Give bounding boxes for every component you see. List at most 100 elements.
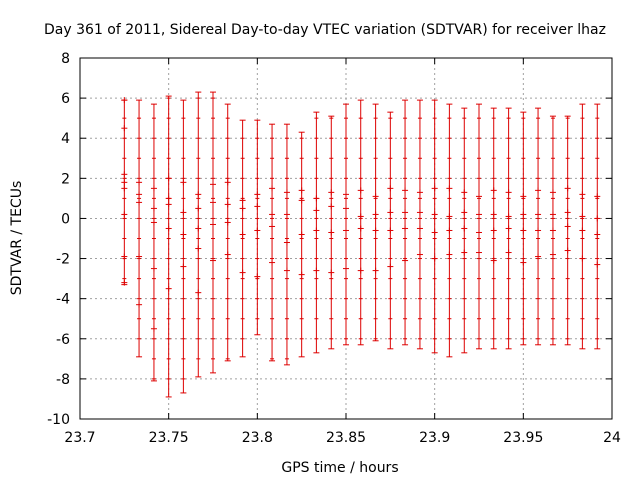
data-point [594,261,601,268]
data-point [136,199,143,206]
data-point [535,227,542,234]
data-point [520,227,527,234]
data-point [195,289,202,296]
data-point [328,189,335,196]
chart-title: Day 361 of 2011, Sidereal Day-to-day VTE… [44,22,606,38]
data-point [121,125,128,132]
data-point [431,229,438,236]
data-point [343,227,349,234]
data-point [239,269,246,276]
data-point [136,301,143,308]
data-point [269,211,276,218]
data-point [446,185,453,192]
data-point [254,227,261,234]
data-point [328,229,335,236]
data-point [549,189,556,196]
y-tick-label: 0 [61,211,70,227]
data-point [224,201,231,208]
data-point [136,253,143,260]
data-point [446,213,453,220]
data-point [269,185,276,192]
data-point [343,205,349,212]
data-point [313,267,320,274]
data-point [579,227,586,234]
data-point [224,179,231,186]
data-point [180,179,187,186]
data-point [476,211,482,218]
data-point [505,213,512,220]
data-point [535,253,542,260]
data-point [372,211,379,218]
data-point [505,225,512,232]
data-point [461,225,468,232]
data-point [298,197,305,204]
data-point [224,219,231,226]
data-point [416,225,423,232]
data-point [357,225,364,232]
data-point [165,225,172,232]
data-point [490,187,497,194]
data-point [476,249,482,256]
data-point [165,201,172,208]
data-point [372,267,379,274]
data-point [357,213,364,220]
data-point [446,251,453,258]
data-point [283,211,290,218]
data-point [180,231,187,238]
data-point [476,193,482,200]
data-point [387,227,394,234]
data-point [402,187,409,194]
data-point [165,175,172,182]
data-point [269,223,276,230]
x-tick-label: 23.85 [326,430,366,446]
x-tick-label: 23.95 [503,430,543,446]
data-point [416,251,423,258]
data-point [505,249,512,256]
data-point [505,189,512,196]
data-point [150,185,157,192]
x-tick-label: 23.75 [149,430,189,446]
data-point [121,279,128,286]
data-point [328,203,335,210]
y-tick-label: 2 [61,171,70,187]
data-point [210,199,216,206]
data-point [564,223,571,230]
data-point [313,207,320,214]
data-point [520,211,527,218]
data-point [195,205,202,212]
x-tick-label: 23.9 [419,430,450,446]
data-point [594,215,601,222]
data-point [476,229,482,236]
data-point [549,227,556,234]
data-point [165,285,172,292]
data-point [121,97,128,104]
data-point [313,227,320,234]
data-point [136,179,143,186]
data-point [224,251,231,258]
data-point [357,267,364,274]
data-point [402,209,409,216]
data-point [520,193,527,200]
data-point [446,227,453,234]
data-point [254,191,261,198]
data-point [461,189,468,196]
data-point [387,209,394,216]
data-point [150,219,157,226]
data-point [298,187,305,194]
data-point [490,211,497,218]
data-point [239,205,246,212]
data-point [121,185,128,192]
data-point [461,249,468,256]
data-point [549,251,556,258]
y-tick-label: 6 [61,91,70,107]
data-point [328,269,335,276]
data-point [210,181,216,188]
data-point [121,253,128,260]
data-point [387,263,394,270]
data-point [121,211,128,218]
x-tick-label: 23.8 [242,430,273,446]
data-point [254,203,261,210]
data-point [283,267,290,274]
data-point [298,271,305,278]
